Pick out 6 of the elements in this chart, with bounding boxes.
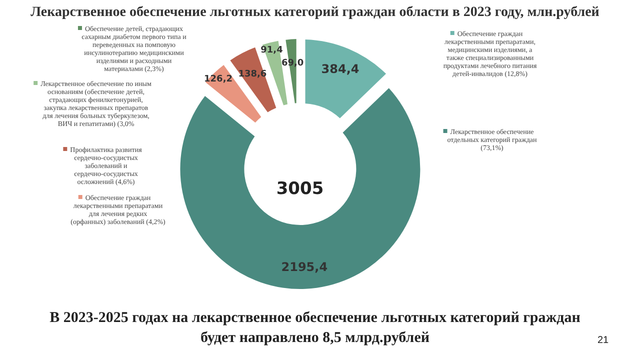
text: 3005 (276, 179, 324, 199)
text: 21 (597, 335, 609, 346)
data-label: 2195,4 (281, 260, 328, 274)
data-label: 384,4 (321, 62, 360, 76)
text: В 2023-2025 годах на лекарственное обеспечение льготных категорий граждан будет направлено 8,5 млрд.рублей (50, 310, 581, 346)
chart-title: Лекарственное обеспечение льготных категорий граждан области в 2023 году, млн.рублей (30, 5, 600, 20)
